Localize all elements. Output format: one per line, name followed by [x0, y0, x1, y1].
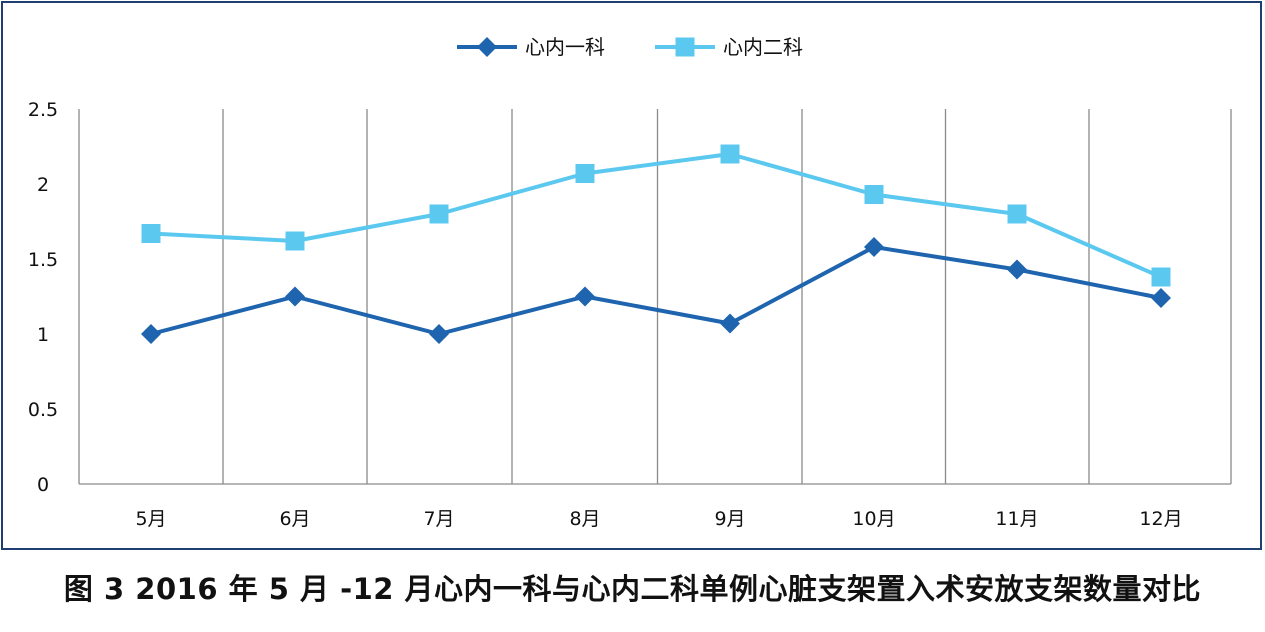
y-tick-label: 2.5	[28, 99, 58, 121]
data-point-diamond	[429, 324, 449, 344]
line-chart: 0 0.5 1 1.5 2 2.5 5月 6月 7月 8月 9月 10月 11月 12月 心内一科 心内二…	[28, 35, 1232, 530]
data-point-square	[1007, 204, 1027, 224]
y-tick-labels: 0 0.5 1 1.5 2 2.5	[28, 99, 58, 496]
y-tick-label: 1.5	[28, 249, 58, 271]
legend-label: 心内二科	[723, 35, 803, 59]
figure-caption: 图 3 2016 年 5 月 -12 月心内一科与心内二科单例心脏支架置入术安放…	[63, 572, 1202, 606]
y-tick-label: 2	[37, 174, 49, 196]
x-tick-labels: 5月 6月 7月 8月 9月 10月 11月 12月	[135, 508, 1182, 530]
x-tick-label: 6月	[279, 508, 310, 530]
y-tick-label: 0.5	[28, 399, 58, 421]
data-point-diamond	[1151, 288, 1171, 308]
x-tick-label: 8月	[569, 508, 600, 530]
data-point-diamond	[285, 286, 305, 307]
legend-marker-diamond	[477, 37, 497, 57]
data-point-diamond	[864, 237, 884, 257]
data-point-diamond	[720, 313, 740, 334]
data-point-diamond	[141, 324, 161, 344]
data-point-square	[429, 204, 449, 224]
data-point-square	[285, 231, 305, 251]
data-point-square	[575, 164, 595, 183]
y-tick-label: 1	[37, 324, 49, 346]
x-tick-label: 7月	[423, 508, 454, 530]
legend-label: 心内一科	[525, 35, 605, 59]
data-point-square	[720, 144, 740, 164]
axes	[78, 109, 1231, 485]
series-line	[150, 152, 1162, 279]
x-tick-label: 5月	[135, 508, 166, 530]
series	[141, 144, 1171, 344]
grid-lines	[222, 109, 1232, 484]
x-tick-label: 9月	[714, 508, 745, 530]
data-point-diamond	[575, 286, 595, 307]
x-tick-label: 10月	[852, 508, 895, 530]
data-point-diamond	[1007, 259, 1027, 280]
data-point-square	[1151, 267, 1171, 287]
y-tick-label: 0	[37, 474, 49, 496]
legend: 心内一科 心内二科	[457, 35, 803, 59]
data-point-square	[141, 224, 161, 243]
data-point-square	[864, 185, 884, 204]
x-tick-label: 11月	[995, 508, 1038, 530]
legend-marker-square	[675, 37, 695, 57]
chart-frame: 0 0.5 1 1.5 2 2.5 5月 6月 7月 8月 9月 10月 11月 12月 心内一科 心内二…	[1, 1, 1262, 550]
series-line	[150, 245, 1162, 336]
x-tick-label: 12月	[1139, 508, 1182, 530]
